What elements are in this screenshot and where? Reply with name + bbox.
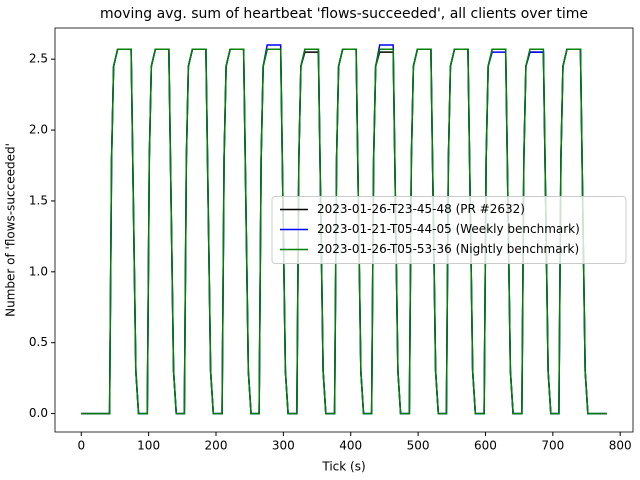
y-tick-label: 1.5 — [29, 193, 48, 207]
x-tick-label: 700 — [541, 439, 564, 453]
plot-frame — [54, 27, 634, 433]
line-series — [81, 48, 607, 415]
y-tick-label: 2.5 — [29, 52, 48, 66]
x-axis-label: Tick (s) — [321, 460, 365, 474]
x-tick-label: 100 — [137, 439, 160, 453]
x-tick-label: 300 — [272, 439, 295, 453]
y-tick-label: 0.5 — [29, 335, 48, 349]
y-tick-label: 2.0 — [29, 123, 48, 137]
legend-box — [271, 196, 627, 264]
y-axis-label: Number of 'flows-succeeded' — [4, 143, 18, 317]
legend-label: 2023-01-26-T23-45-48 (PR #2632) — [317, 202, 525, 216]
legend: 2023-01-26-T23-45-48 (PR #2632) 2023-01-2… — [271, 196, 627, 264]
x-tick-label: 800 — [609, 439, 632, 453]
x-tick-label: 500 — [407, 439, 430, 453]
legend-label: 2023-01-21-T05-44-05 (Weekly benchmark) — [317, 222, 580, 236]
y-tick-label: 0.0 — [29, 406, 48, 420]
x-tick-label: 0 — [77, 439, 85, 453]
legend-label: 2023-01-26-T05-53-36 (Nightly benchmark) — [317, 242, 579, 256]
chart-title: moving avg. sum of heartbeat 'flows-succ… — [100, 6, 588, 22]
x-tick-label: 600 — [474, 439, 497, 453]
y-tick-label: 1.0 — [29, 264, 48, 278]
x-tick-label: 200 — [205, 439, 228, 453]
x-tick-label: 400 — [339, 439, 362, 453]
